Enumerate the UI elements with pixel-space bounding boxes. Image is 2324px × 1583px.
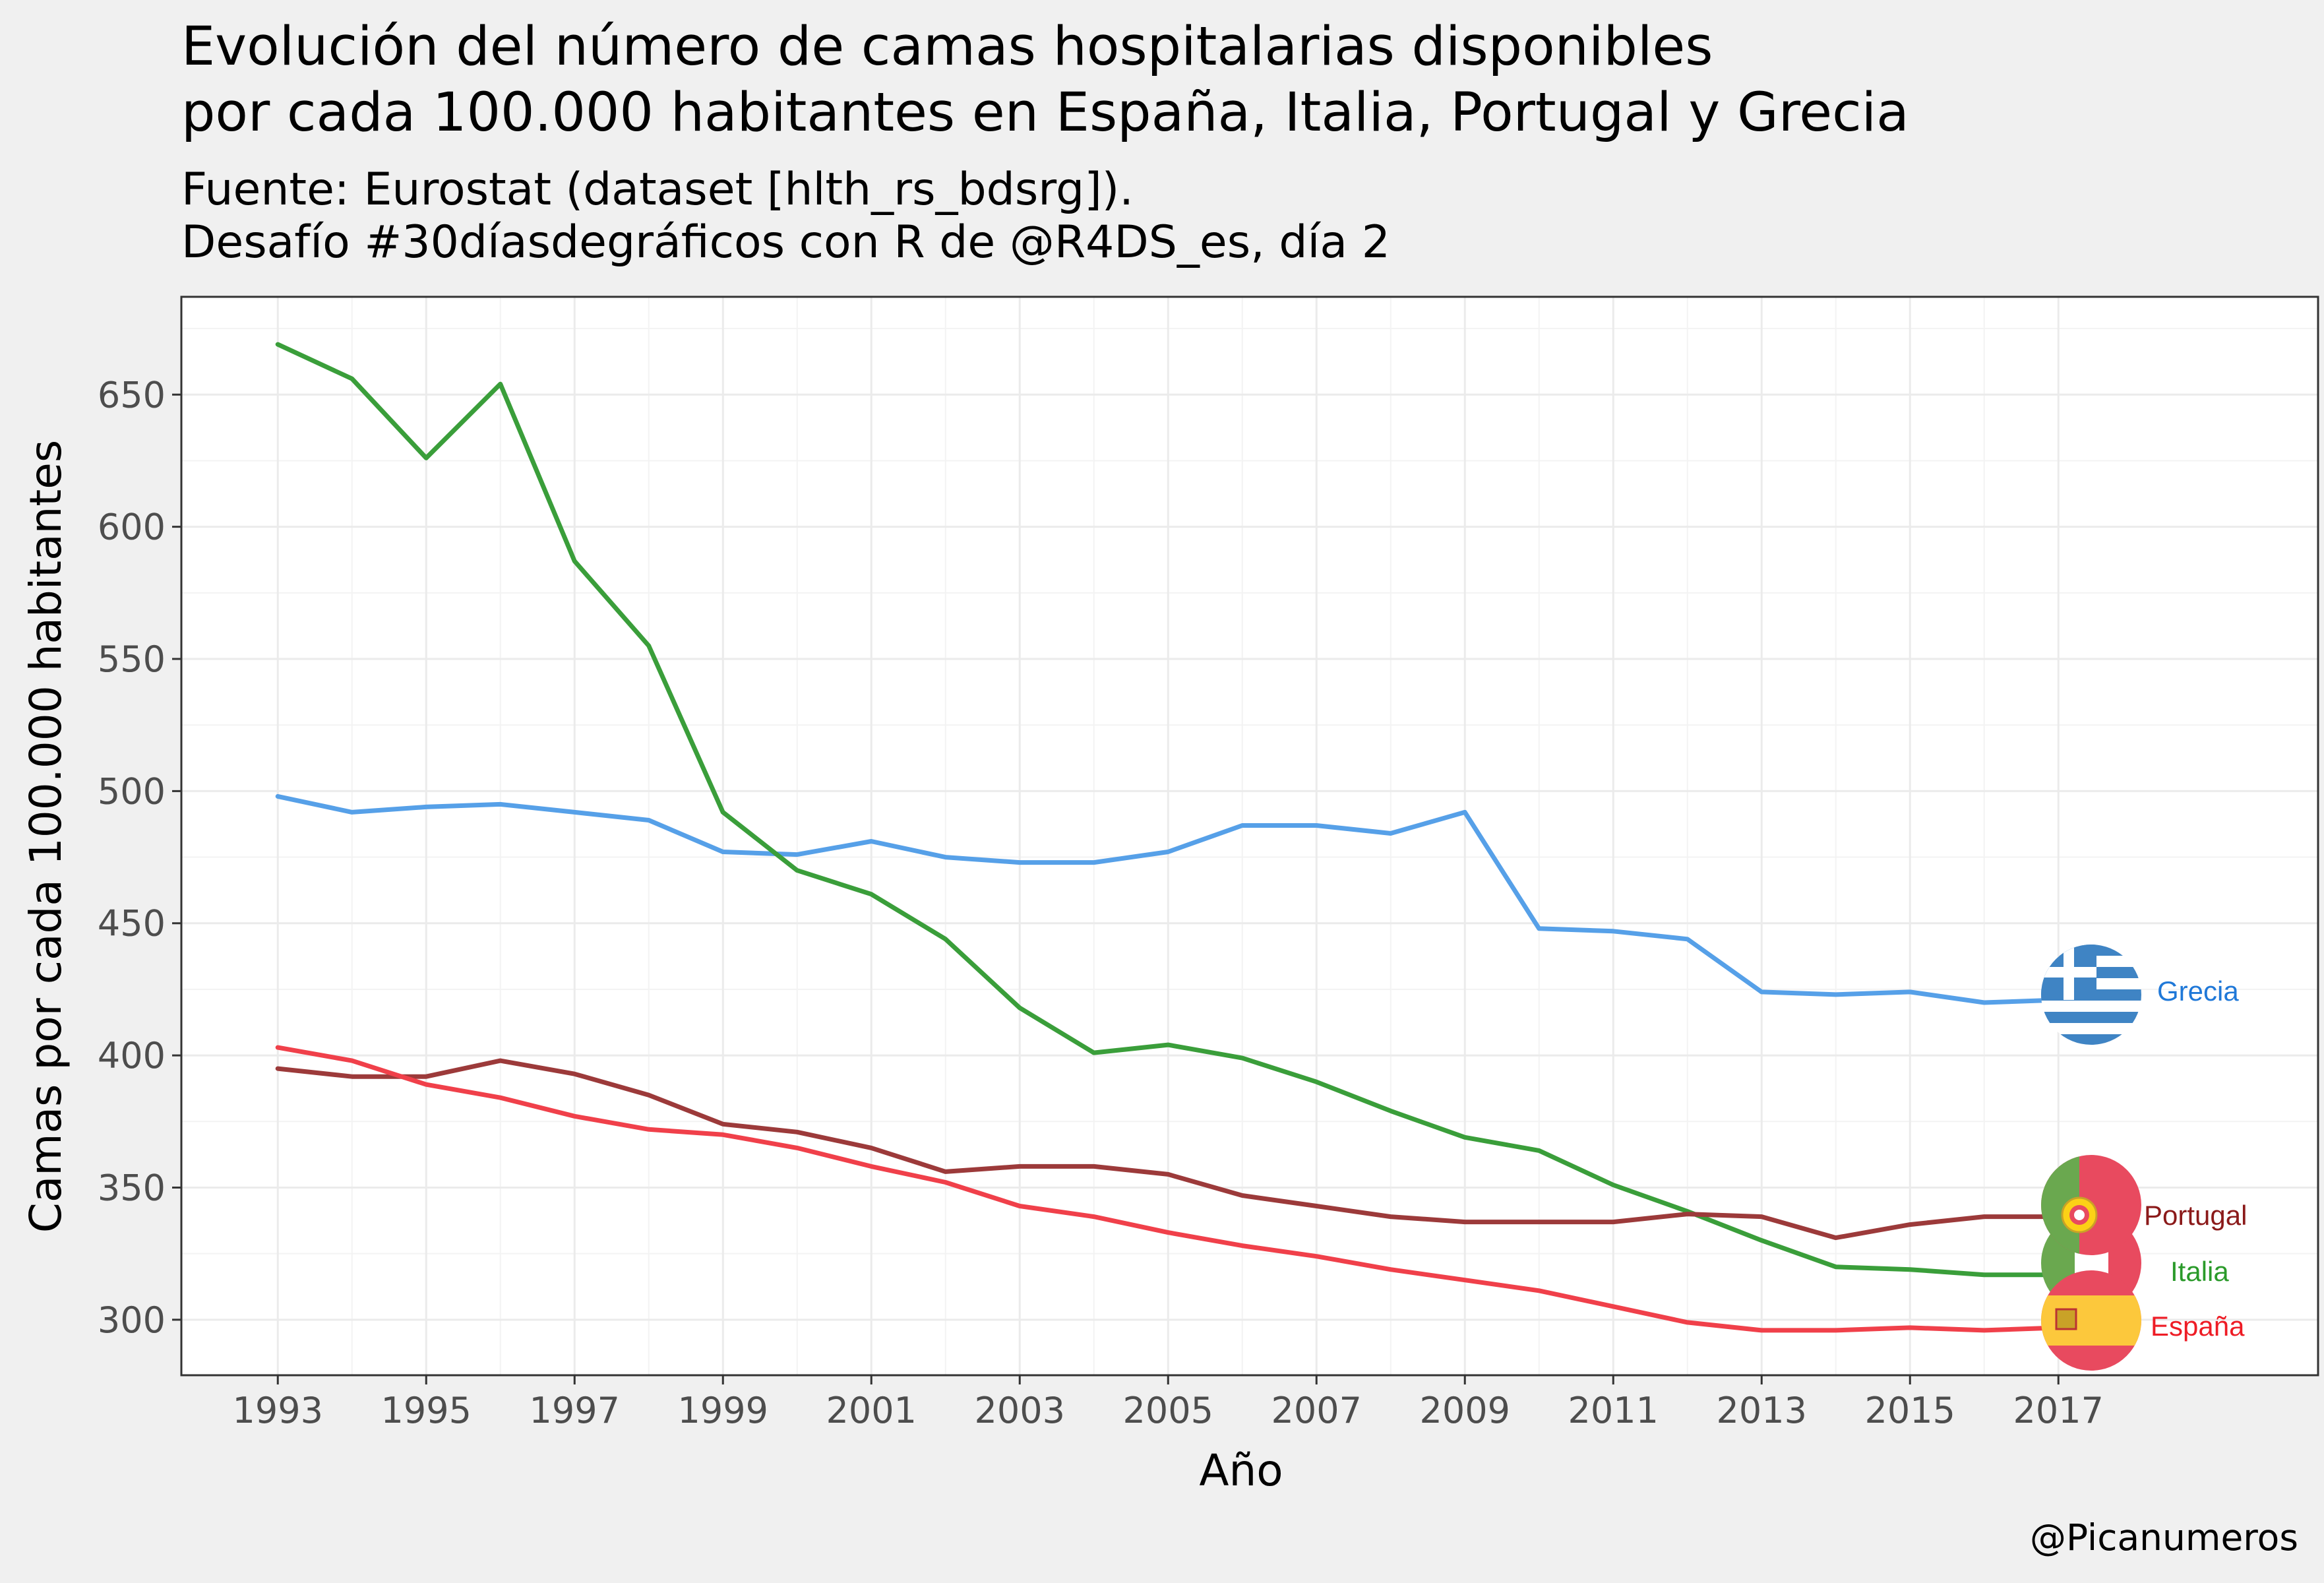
series-line-italia — [275, 342, 2061, 1278]
end-label-espana: España — [2151, 1311, 2245, 1342]
x-tick-label: 1997 — [530, 1390, 620, 1431]
x-tick-label: 2003 — [975, 1390, 1065, 1431]
series-line-espana — [275, 1045, 2061, 1333]
y-axis-title: Camas por cada 100.000 habitantes — [20, 440, 71, 1233]
chart-title-line-1: Evolución del número de camas hospitalar… — [181, 16, 1713, 78]
grid-minor — [181, 297, 2318, 1375]
series-line-portugal — [275, 1058, 2061, 1241]
portugal-flag-icon — [2041, 1155, 2141, 1255]
y-tick-label: 650 — [98, 374, 166, 416]
x-tick-label: 2017 — [2013, 1390, 2104, 1431]
x-axis-title: Año — [1199, 1445, 1283, 1496]
series-lines — [275, 342, 2061, 1333]
caption: @Picanumeros — [2030, 1516, 2298, 1559]
end-label-portugal: Portugal — [2144, 1200, 2247, 1231]
y-tick-label: 450 — [98, 903, 166, 945]
y-tick-label: 300 — [98, 1299, 166, 1341]
x-tick-label: 1995 — [381, 1390, 472, 1431]
y-tick-label: 400 — [98, 1035, 166, 1076]
x-tick-label: 1999 — [678, 1390, 768, 1431]
x-tick-label: 2005 — [1123, 1390, 1213, 1431]
end-label-italia: Italia — [2170, 1256, 2229, 1287]
end-label-grecia: Grecia — [2157, 976, 2239, 1007]
x-tick-label: 2001 — [826, 1390, 917, 1431]
spain-flag-icon — [2041, 1270, 2141, 1371]
x-tick-label: 2009 — [1420, 1390, 1510, 1431]
axis-tick-labels: 1993 1995 1997 1999 2001 2003 2005 2007 2009 2011… — [98, 374, 2104, 1431]
x-tick-label: 2011 — [1568, 1390, 1659, 1431]
y-tick-label: 600 — [98, 507, 166, 548]
axis-ticks — [172, 393, 2060, 1384]
series-line-grecia — [275, 793, 2061, 1005]
chart-subtitle-line-2: Desafío #30díasdegráficos con R de @R4DS… — [181, 216, 1390, 268]
y-tick-label: 350 — [98, 1167, 166, 1208]
y-tick-label: 550 — [98, 638, 166, 680]
y-tick-label: 500 — [98, 770, 166, 812]
x-tick-label: 2015 — [1865, 1390, 1955, 1431]
plot-panel — [181, 297, 2318, 1375]
end-labels: Grecia Portugal Italia España — [2144, 976, 2247, 1342]
plot-border — [180, 295, 2319, 1377]
x-tick-label: 2013 — [1717, 1390, 1807, 1431]
grid-major — [181, 297, 2318, 1375]
x-tick-label: 1993 — [233, 1390, 323, 1431]
flag-markers — [2041, 945, 2141, 1371]
chart-subtitle-line-1: Fuente: Eurostat (dataset [hlth_rs_bdsrg… — [181, 164, 1134, 216]
chart-title-line-2: por cada 100.000 habitantes en España, I… — [181, 82, 1909, 144]
x-tick-label: 2007 — [1271, 1390, 1362, 1431]
greece-flag-icon — [2041, 945, 2141, 1045]
